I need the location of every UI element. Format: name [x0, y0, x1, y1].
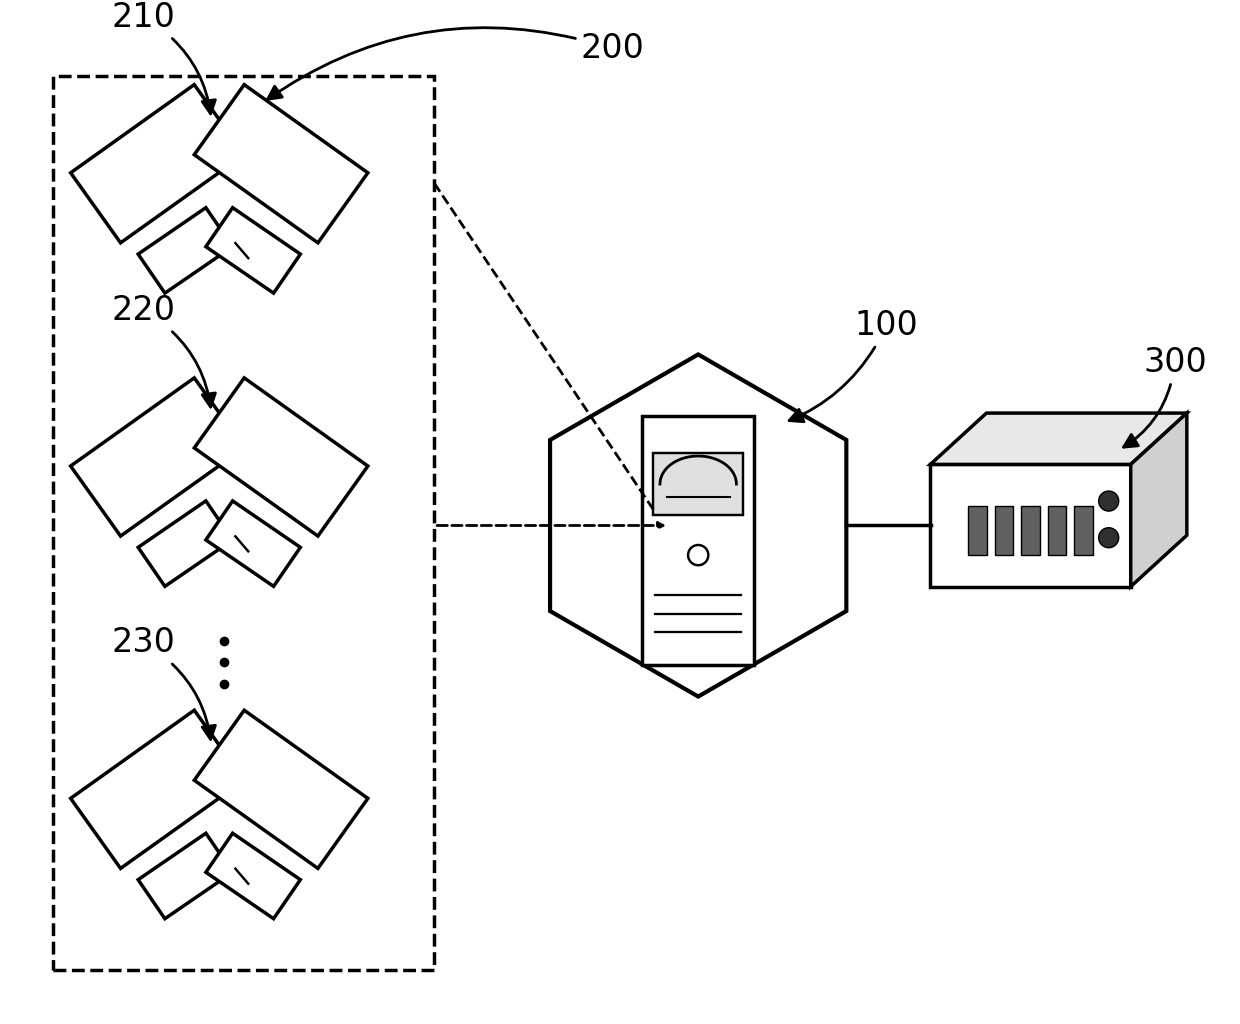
Polygon shape [71, 711, 244, 868]
Bar [968, 506, 987, 555]
Polygon shape [138, 208, 233, 293]
Circle shape [1099, 527, 1118, 548]
Polygon shape [71, 85, 244, 243]
Polygon shape [195, 85, 368, 243]
Text: 300: 300 [1123, 346, 1207, 447]
Bar [994, 506, 1013, 555]
Polygon shape [206, 834, 300, 919]
Bar [1022, 506, 1040, 555]
Polygon shape [551, 354, 847, 696]
Polygon shape [71, 378, 244, 537]
Bar [53, 76, 434, 970]
Bar [642, 416, 754, 665]
Text: 230: 230 [112, 627, 216, 739]
Text: 210: 210 [112, 1, 216, 114]
Bar [930, 465, 1131, 587]
Polygon shape [195, 378, 368, 537]
Bar [1074, 506, 1092, 555]
Text: 200: 200 [268, 28, 645, 99]
Text: 100: 100 [789, 309, 919, 422]
Polygon shape [206, 501, 300, 587]
Polygon shape [206, 208, 300, 293]
Polygon shape [1131, 413, 1187, 587]
Polygon shape [930, 413, 1187, 465]
Polygon shape [138, 834, 233, 919]
Polygon shape [195, 711, 368, 868]
Polygon shape [138, 501, 233, 587]
Bar [1048, 506, 1066, 555]
Text: 220: 220 [112, 294, 216, 408]
Circle shape [1099, 492, 1118, 511]
Bar [653, 453, 743, 515]
